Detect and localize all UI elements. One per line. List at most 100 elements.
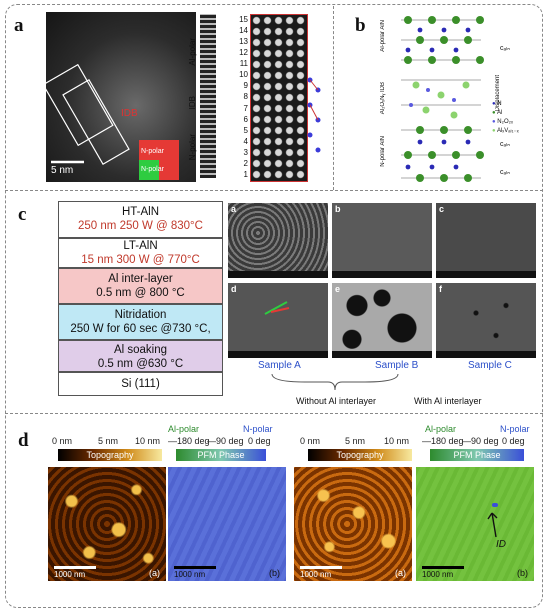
row-number: 3 (243, 147, 248, 157)
divider-ab-c (5, 190, 543, 191)
panel-a-label: a (14, 15, 24, 36)
pfm-al-polar-left: Al-polar (168, 424, 200, 434)
panel-b-label: b (355, 15, 366, 36)
n-polar-side-label: N-polar (188, 134, 197, 161)
panel-d-label: d (18, 430, 29, 451)
topo-tick-5-right: 5 nm (345, 436, 366, 446)
sub-label-b: (b) (517, 568, 528, 578)
row-number: 15 (239, 15, 248, 24)
b-c-bot: cₐₗₙ (500, 169, 511, 176)
row-number: 14 (239, 26, 248, 36)
row-number: 5 (243, 125, 248, 135)
b-n-polar-label: N-polar AlN (380, 136, 386, 167)
id-label: ID (496, 539, 506, 550)
row-number-list: 15 14 13 12 11 10 9 8 7 6 5 4 3 2 1 (236, 14, 248, 180)
tem-image: 5 nm IDB N-polar N-polar (42, 12, 196, 182)
row-number: 13 (239, 37, 248, 47)
pfm-tick-90-left: —90 deg (207, 436, 244, 446)
scalebar (54, 566, 96, 569)
pfm-phase-right: ID 1000 nm (b) (416, 467, 534, 581)
pfm-tick-90-right: —90 deg (462, 436, 499, 446)
scalebar-label: 1000 nm (54, 570, 86, 579)
pfm-tick-0-left: 0 deg (248, 436, 271, 446)
topo-tick-10: 10 nm (135, 436, 161, 446)
figure-frame (5, 4, 543, 608)
scalebar (174, 566, 216, 569)
topo-tick-10-right: 10 nm (384, 436, 410, 446)
without-al-label: Without Al interlayer (296, 396, 377, 406)
sub-label-b: (b) (269, 568, 280, 578)
b-legend: ● N ● Al ● N₂O₂ₓ ● AlₓVₐₗ₁₋ₓ (492, 100, 519, 136)
sample-bracket (271, 373, 399, 391)
layer-nitridation: Nitridation 250 W for 60 sec @730 °C, (58, 304, 223, 340)
divider-a-b (333, 6, 334, 190)
legend-no: ● N₂O₂ₓ (492, 119, 513, 125)
b-c-mid: cₐₗₙ (500, 141, 511, 148)
layer-ht-aln: HT-AlN 250 nm 250 W @ 830°C (58, 201, 223, 238)
inset-n-polar-bottom: N-polar (141, 166, 164, 173)
tem-overlay (42, 63, 130, 165)
legend-n: ● N (492, 101, 502, 107)
layer-al-soaking: Al soaking 0.5 nm @630 °C (58, 340, 223, 372)
scalebar-label: 1000 nm (422, 570, 454, 579)
row-number: 6 (243, 114, 248, 124)
b-al-polar-label: Al-polar AlN (380, 20, 386, 52)
tem-idb-label: IDB (121, 108, 138, 119)
pfm-tick-0-right: 0 deg (502, 436, 525, 446)
scalebar-label: 1000 nm (174, 570, 206, 579)
inset-n-polar-top: N-polar (141, 148, 164, 155)
sample-b-label: Sample B (375, 360, 419, 371)
sem-image-c: c (436, 203, 536, 278)
atomic-column-image (200, 14, 216, 178)
row-number: 2 (243, 158, 248, 168)
inversion-domain-spot (492, 503, 498, 507)
sem-image-b: b (332, 203, 432, 278)
scalebar-label: 1000 nm (300, 570, 332, 579)
row-number: 8 (243, 92, 248, 102)
sem-image-f: f (436, 283, 536, 358)
divider-c-d (5, 413, 543, 414)
pfm-phase-left: 1000 nm (b) (168, 467, 286, 581)
idb-side-label: IDB (188, 96, 197, 110)
layer-al-interlayer: Al inter-layer 0.5 nm @ 800 °C (58, 268, 223, 304)
pfm-tick-180-right: —180 deg (422, 436, 464, 446)
b-c-top: cₐₗₙ (500, 45, 511, 52)
polarity-inset: N-polar N-polar (139, 140, 179, 180)
row-number: 4 (243, 136, 248, 146)
topo-tick-0-right: 0 nm (300, 436, 321, 446)
sub-label-a: (a) (395, 568, 406, 578)
b-idb-label: Al₂OₓNᵧ IDB (380, 82, 386, 115)
pfm-colorbar-right: PFM Phase (430, 449, 524, 461)
atom-marker-overlay (307, 77, 321, 153)
sub-label-a: (a) (149, 568, 160, 578)
row-number: 1 (243, 169, 248, 179)
afm-topography-right: 1000 nm (a) (294, 467, 412, 581)
pfm-al-polar-right: Al-polar (425, 424, 457, 434)
sem-d-marker (264, 301, 290, 315)
tem-scalebar: 5 nm (51, 165, 74, 176)
sample-c-label: Sample C (468, 360, 512, 371)
row-number: 12 (239, 48, 248, 58)
topography-colorbar-left: Topography (58, 449, 162, 461)
zoomed-atom-image (250, 14, 308, 182)
topo-tick-0: 0 nm (52, 436, 73, 446)
topo-tick-5: 5 nm (98, 436, 119, 446)
row-number: 9 (243, 81, 248, 91)
sem-image-a: a (228, 203, 328, 278)
legend-alv: ● AlₓVₐₗ₁₋ₓ (492, 128, 519, 134)
pfm-colorbar-left: PFM Phase (176, 449, 266, 461)
sample-a-label: Sample A (258, 360, 301, 371)
panel-c-label: c (18, 204, 27, 225)
legend-al: ● Al (492, 110, 503, 116)
with-al-label: With Al interlayer (414, 396, 482, 406)
row-number: 7 (243, 103, 248, 113)
sem-image-e: e (332, 283, 432, 358)
afm-topography-left: 1000 nm (a) (48, 467, 166, 581)
scalebar (300, 566, 342, 569)
al-polar-side-label: Al-polar (188, 38, 197, 66)
id-arrow (487, 512, 498, 538)
topography-colorbar-right: Topography (308, 449, 412, 461)
pfm-n-polar-left: N-polar (243, 424, 273, 434)
row-number: 11 (239, 59, 248, 69)
scalebar (422, 566, 464, 569)
